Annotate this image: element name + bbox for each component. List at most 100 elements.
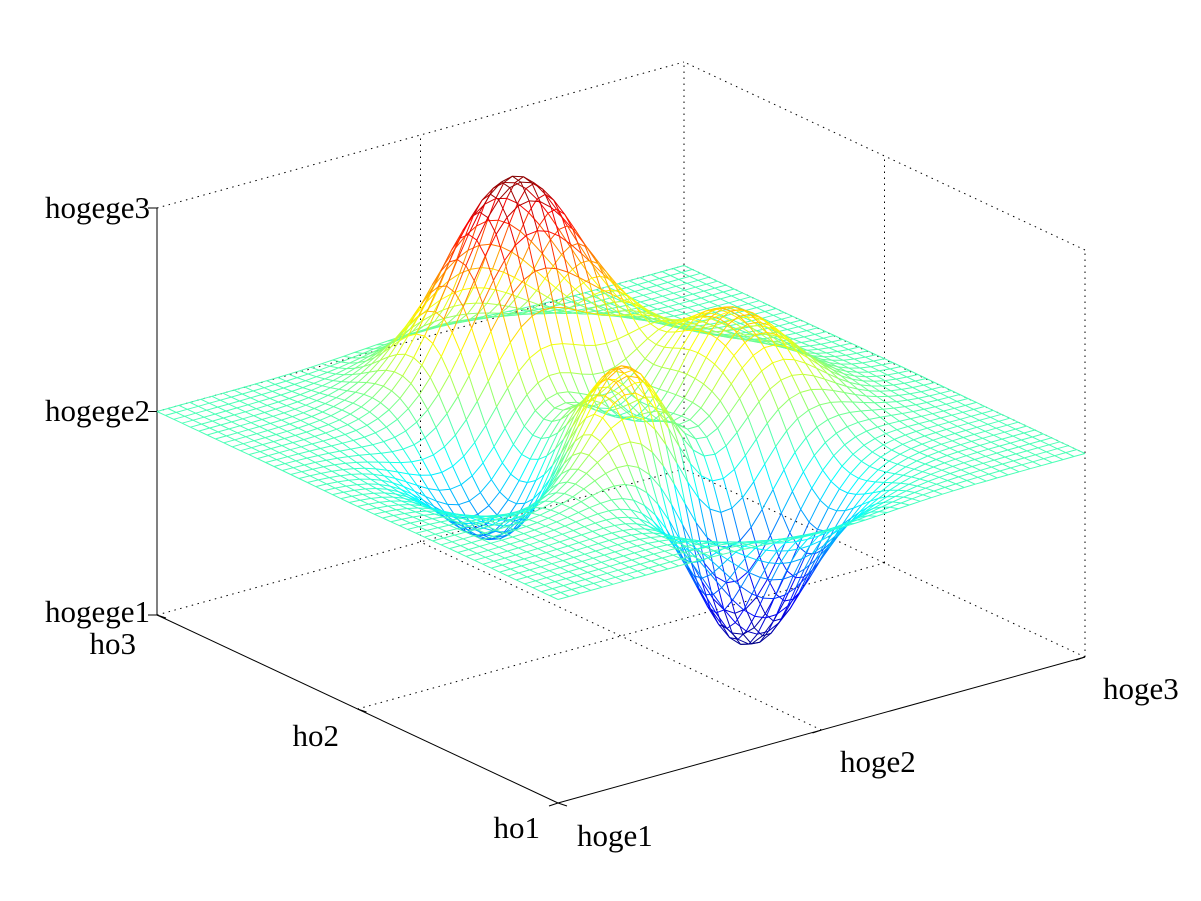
mesh-segment: [875, 501, 885, 505]
mesh-segment: [778, 322, 791, 327]
mesh-segment: [441, 465, 453, 473]
mesh-segment: [374, 369, 387, 384]
mesh-segment: [565, 552, 575, 558]
mesh-segment: [926, 399, 938, 403]
mesh-segment: [959, 394, 969, 399]
mesh-segment: [340, 498, 350, 503]
mesh-segment: [952, 437, 964, 442]
mesh-segment: [397, 471, 407, 483]
mesh-segment: [303, 412, 312, 417]
mesh-segment: [570, 243, 582, 254]
mesh-segment: [688, 325, 700, 328]
mesh-segment: [284, 463, 294, 469]
mesh-segment: [499, 473, 512, 493]
mesh-segment: [558, 507, 571, 514]
mesh-segment: [482, 563, 492, 569]
mesh-segment: [604, 395, 614, 405]
mesh-segment: [402, 375, 412, 384]
mesh-segment: [504, 410, 517, 429]
mesh-segment: [584, 579, 594, 584]
mesh-segment: [600, 288, 612, 295]
mesh-segment: [575, 473, 587, 485]
mesh-segment: [716, 323, 729, 339]
mesh-segment: [640, 298, 652, 303]
mesh-segment: [636, 405, 649, 417]
mesh-segment: [653, 291, 663, 297]
mesh-segment: [913, 408, 925, 412]
mesh-segment: [700, 330, 709, 334]
mesh-segment: [846, 386, 858, 390]
mesh-segment: [541, 300, 553, 305]
mesh-segment: [468, 545, 480, 550]
mesh-segment: [768, 562, 780, 565]
mesh-segment: [703, 363, 716, 385]
mesh-segment: [587, 393, 600, 397]
mesh-segment: [540, 566, 550, 572]
mesh-segment: [503, 175, 513, 183]
mesh-segment: [214, 413, 224, 419]
mesh-segment: [348, 499, 361, 503]
mesh-segment: [739, 299, 749, 305]
mesh-segment: [629, 403, 641, 416]
mesh-segment: [607, 368, 620, 380]
mesh-segment: [813, 375, 823, 390]
mesh-segment: [482, 303, 492, 332]
mesh-segment: [712, 598, 725, 610]
mesh-segment: [665, 309, 677, 314]
mesh-segment: [581, 557, 594, 562]
mesh-segment: [561, 254, 573, 270]
mesh-segment: [449, 351, 462, 375]
mesh-segment: [384, 475, 396, 479]
mesh-segment: [711, 390, 721, 402]
mesh-segment: [625, 483, 637, 487]
mesh-segment: [757, 630, 769, 635]
mesh-segment: [751, 317, 763, 322]
mesh-segment: [297, 427, 307, 433]
mesh-segment: [747, 401, 760, 418]
mesh-segment: [448, 237, 461, 263]
mesh-segment: [521, 562, 533, 567]
mesh-segment: [556, 545, 569, 550]
mesh-segment: [273, 466, 283, 471]
mesh-segment: [397, 471, 409, 475]
mesh-segment: [523, 555, 536, 560]
mesh-segment: [538, 478, 551, 502]
mesh-segment: [613, 394, 625, 405]
mesh-segment: [824, 432, 837, 443]
mesh-segment: [729, 323, 741, 327]
mesh-segment: [373, 344, 386, 350]
mesh-segment: [508, 203, 519, 225]
mesh-segment: [906, 490, 915, 493]
mesh-segment: [630, 509, 642, 514]
mesh-segment: [703, 552, 712, 558]
mesh-segment: [534, 399, 547, 411]
mesh-segment: [578, 538, 591, 544]
z-tick-label-3: hogege1: [45, 594, 150, 629]
mesh-segment: [537, 230, 547, 269]
mesh-segment: [630, 441, 642, 445]
mesh-segment: [681, 558, 691, 564]
mesh-segment: [661, 366, 671, 370]
mesh-segment: [818, 364, 828, 374]
mesh-segment: [495, 182, 505, 199]
mesh-segment: [454, 534, 464, 540]
mesh-segment: [749, 572, 761, 578]
mesh-segment: [465, 419, 476, 443]
mesh-segment: [838, 378, 850, 383]
mesh-segment: [532, 562, 542, 568]
mesh-segment: [394, 478, 404, 487]
mesh-segment: [675, 548, 685, 553]
mesh-segment: [755, 422, 768, 440]
mesh-segment: [462, 538, 472, 544]
mesh-segment: [802, 455, 815, 473]
mesh-segment: [856, 350, 868, 354]
mesh-segment: [510, 565, 522, 570]
mesh-segment: [261, 419, 271, 424]
mesh-segment: [418, 523, 430, 528]
mesh-segment: [819, 401, 831, 406]
mesh-segment: [807, 357, 817, 369]
mesh-segment: [394, 430, 406, 438]
mesh-segment: [405, 353, 414, 359]
mesh-segment: [612, 296, 622, 302]
mesh-segment: [570, 537, 580, 544]
